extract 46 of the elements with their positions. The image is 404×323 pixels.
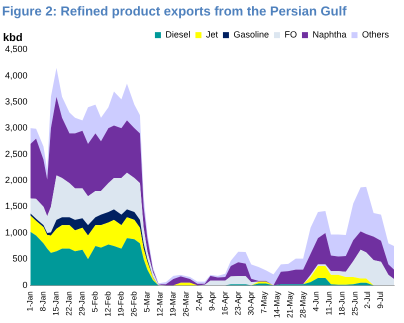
x-tick-label: 25-Jun [350, 291, 360, 316]
x-tick-label: 30-Apr [246, 290, 256, 316]
x-tick-label: 29-Jan [78, 291, 87, 316]
x-tick-label: 18-Jun [337, 291, 346, 316]
x-tick-label: 19-Feb [116, 290, 126, 317]
legend-label: Gasoline [233, 30, 269, 40]
y-tick-label: 1,000 [4, 227, 28, 238]
x-tick-label: 28-May [298, 291, 308, 318]
x-tick-label: 19-Mar [168, 290, 178, 317]
x-tick-label: 9-Jul [376, 291, 386, 309]
y-tick-label: 3,000 [4, 122, 28, 133]
legend-label: Jet [206, 30, 218, 40]
y-tick-label: 2,500 [4, 148, 28, 159]
y-tick-label: 500 [12, 254, 28, 264]
chart-title: Figure 2: Refined product exports from the Persian Gulf [2, 3, 348, 18]
y-tick-label: 0 [22, 280, 28, 290]
x-tick-label: 22-Jan [64, 291, 74, 316]
x-tick-label: 15-Jan [52, 291, 61, 316]
x-tick-label: 5-Feb [90, 290, 100, 312]
x-tick-label: 23-Apr [233, 290, 242, 316]
x-tick-label: 9-Apr [207, 290, 216, 311]
legend-label: Diesel [165, 30, 190, 40]
y-tick-label: 3,500 [4, 96, 28, 106]
x-tick-label: 7-May [259, 291, 268, 314]
x-tick-label: 26-Feb [130, 290, 139, 317]
x-tick-label: 21-May [285, 291, 294, 318]
y-tick-label: 4,000 [4, 70, 28, 80]
x-tick-label: 5-Mar [142, 290, 152, 312]
x-tick-label: 12-Mar [156, 290, 165, 317]
x-tick-label: 1-Jan [26, 291, 35, 312]
x-tick-label: 26-Mar [182, 290, 190, 317]
y-tick-label: 2,000 [4, 175, 28, 186]
y-tick-label: 1,500 [4, 201, 28, 212]
x-tick-label: 14-May [272, 291, 282, 318]
x-tick-label: 2-Apr [194, 290, 204, 311]
legend-label: FO [284, 30, 297, 40]
x-tick-label: 4-Jun [311, 291, 320, 312]
x-tick-label: 12-Feb [104, 290, 113, 317]
y-tick-label: 4,500 [4, 44, 28, 54]
x-tick-label: 2-Jul [363, 291, 372, 309]
x-tick-label: 11-Jun [324, 291, 334, 316]
x-tick-label: 16-Apr [220, 290, 230, 316]
x-tick-label: 8-Jan [38, 291, 48, 312]
y-axis-title: kbd [3, 32, 23, 44]
legend-label: Others [362, 30, 390, 40]
legend-label: Naphtha [312, 30, 346, 40]
